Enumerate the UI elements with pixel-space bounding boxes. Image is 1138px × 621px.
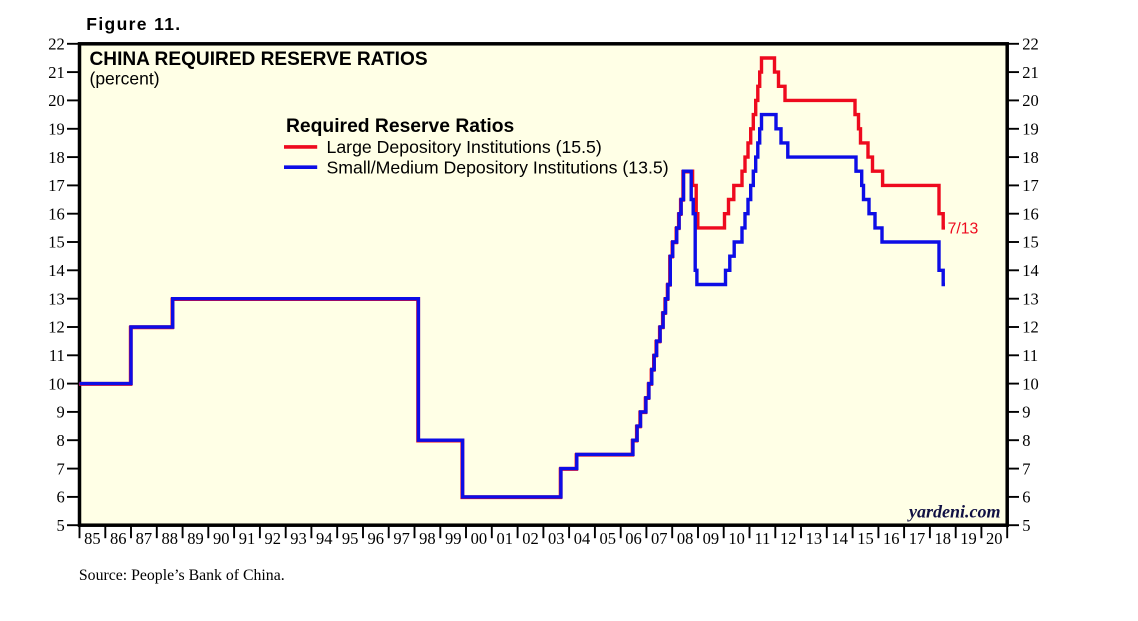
svg-text:10: 10	[48, 374, 65, 393]
svg-text:19: 19	[960, 529, 977, 548]
svg-text:02: 02	[522, 529, 539, 548]
svg-text:12: 12	[1022, 318, 1038, 337]
svg-text:21: 21	[48, 63, 65, 82]
svg-text:6: 6	[57, 488, 65, 507]
svg-text:14: 14	[831, 529, 848, 548]
svg-text:19: 19	[1022, 120, 1038, 139]
svg-text:Source: People’s Bank of China: Source: People’s Bank of China.	[79, 567, 285, 584]
svg-text:15: 15	[1022, 233, 1038, 252]
svg-text:10: 10	[1022, 374, 1038, 393]
svg-text:03: 03	[548, 529, 565, 548]
svg-text:88: 88	[161, 529, 178, 548]
svg-text:17: 17	[1022, 176, 1038, 195]
svg-text:15: 15	[48, 233, 65, 252]
svg-text:13: 13	[806, 529, 823, 548]
svg-text:91: 91	[239, 529, 256, 548]
svg-text:14: 14	[48, 261, 65, 280]
svg-text:7/13: 7/13	[948, 221, 979, 238]
svg-text:13: 13	[48, 289, 65, 308]
svg-text:12: 12	[48, 318, 65, 337]
svg-text:10: 10	[728, 529, 745, 548]
svg-text:12: 12	[780, 529, 797, 548]
svg-text:90: 90	[213, 529, 230, 548]
svg-text:22: 22	[1022, 35, 1038, 54]
svg-text:8: 8	[57, 431, 65, 450]
svg-text:01: 01	[496, 529, 513, 548]
svg-text:97: 97	[393, 529, 410, 548]
svg-text:16: 16	[1022, 204, 1038, 223]
svg-text:14: 14	[1022, 261, 1038, 280]
svg-text:95: 95	[342, 529, 359, 548]
svg-text:87: 87	[136, 529, 153, 548]
svg-text:17: 17	[909, 529, 926, 548]
svg-text:17: 17	[48, 176, 65, 195]
svg-text:(percent): (percent)	[90, 69, 160, 89]
svg-text:16: 16	[883, 529, 900, 548]
svg-text:99: 99	[445, 529, 462, 548]
svg-text:18: 18	[48, 148, 65, 167]
svg-text:11: 11	[754, 529, 770, 548]
svg-text:08: 08	[677, 529, 694, 548]
svg-text:04: 04	[574, 529, 591, 548]
svg-text:20: 20	[986, 529, 1003, 548]
svg-text:5: 5	[1022, 516, 1030, 535]
svg-text:15: 15	[857, 529, 874, 548]
svg-text:9: 9	[1022, 403, 1030, 422]
svg-text:85: 85	[84, 529, 101, 548]
svg-text:5: 5	[57, 516, 65, 535]
svg-text:yardeni.com: yardeni.com	[907, 502, 1001, 522]
svg-text:7: 7	[1022, 459, 1030, 478]
svg-text:09: 09	[703, 529, 720, 548]
svg-text:Large Depository Institutions: Large Depository Institutions (15.5)	[327, 137, 602, 157]
svg-text:18: 18	[935, 529, 952, 548]
svg-text:00: 00	[471, 529, 488, 548]
svg-text:22: 22	[48, 35, 65, 54]
svg-text:21: 21	[1022, 63, 1038, 82]
svg-text:94: 94	[316, 529, 333, 548]
svg-text:18: 18	[1022, 148, 1038, 167]
svg-text:Required Reserve Ratios: Required Reserve Ratios	[286, 116, 514, 137]
svg-text:93: 93	[290, 529, 307, 548]
svg-text:96: 96	[368, 529, 385, 548]
svg-text:16: 16	[48, 204, 65, 223]
svg-text:20: 20	[48, 91, 65, 110]
svg-text:6: 6	[1022, 488, 1030, 507]
svg-text:Figure 11.: Figure 11.	[86, 14, 181, 34]
svg-text:19: 19	[48, 120, 65, 139]
svg-text:11: 11	[49, 346, 65, 365]
svg-text:05: 05	[600, 529, 617, 548]
svg-text:Small/Medium Depository Instit: Small/Medium Depository Institutions (13…	[327, 157, 669, 177]
svg-text:98: 98	[419, 529, 436, 548]
svg-text:86: 86	[110, 529, 127, 548]
svg-text:11: 11	[1022, 346, 1038, 365]
svg-text:20: 20	[1022, 91, 1038, 110]
svg-text:06: 06	[625, 529, 642, 548]
svg-text:8: 8	[1022, 431, 1030, 450]
svg-text:92: 92	[265, 529, 282, 548]
svg-text:89: 89	[187, 529, 204, 548]
svg-text:9: 9	[57, 403, 65, 422]
svg-text:CHINA REQUIRED RESERVE RATIOS: CHINA REQUIRED RESERVE RATIOS	[90, 49, 428, 70]
svg-text:13: 13	[1022, 289, 1038, 308]
svg-text:07: 07	[651, 529, 668, 548]
svg-text:7: 7	[57, 459, 65, 478]
